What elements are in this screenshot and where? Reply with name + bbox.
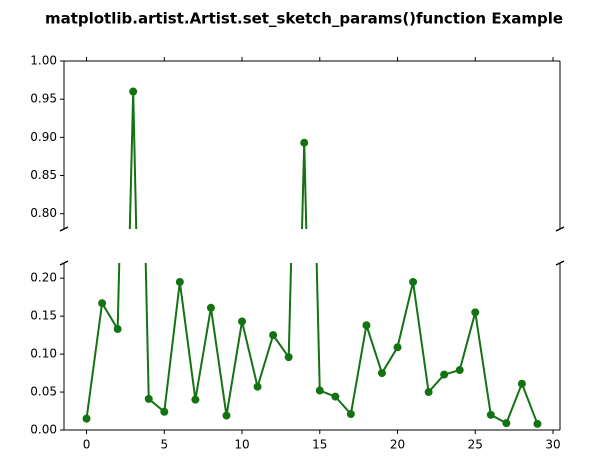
data-point xyxy=(82,414,91,423)
data-point xyxy=(440,370,449,379)
x-tick-label: 0 xyxy=(83,438,91,452)
x-tick-label: 15 xyxy=(312,438,327,452)
data-point xyxy=(315,386,324,395)
data-point xyxy=(486,410,495,419)
break-mark xyxy=(59,260,69,266)
data-point xyxy=(409,277,418,286)
y-tick-label: 0.05 xyxy=(30,385,57,399)
data-point xyxy=(377,369,386,378)
x-tick-label: 10 xyxy=(234,438,249,452)
y-tick-label: 1.00 xyxy=(30,54,57,68)
y-tick-label: 0.00 xyxy=(30,423,57,437)
break-mark xyxy=(555,226,565,232)
x-tick-label: 25 xyxy=(468,438,483,452)
y-tick-label: 0.20 xyxy=(30,271,57,285)
data-point xyxy=(222,411,231,420)
data-point xyxy=(269,331,278,340)
data-point xyxy=(238,317,247,326)
y-tick-label: 0.80 xyxy=(30,206,57,220)
data-point xyxy=(533,419,542,428)
y-tick-label: 0.10 xyxy=(30,347,57,361)
data-point xyxy=(144,394,153,403)
data-point xyxy=(191,395,200,404)
data-point xyxy=(98,299,107,308)
data-point xyxy=(160,407,169,416)
data-point xyxy=(471,308,480,317)
data-point xyxy=(455,366,464,375)
data-point xyxy=(175,277,184,286)
y-tick-label: 0.15 xyxy=(30,309,57,323)
data-point xyxy=(424,388,433,397)
break-mark xyxy=(555,260,565,266)
data-point xyxy=(113,325,122,334)
data-point xyxy=(331,392,340,401)
chart-title: matplotlib.artist.Artist.set_sketch_para… xyxy=(45,10,563,28)
data-point xyxy=(253,382,262,391)
data-point xyxy=(346,410,355,419)
y-tick-label: 0.95 xyxy=(30,92,57,106)
y-tick-label: 0.90 xyxy=(30,130,57,144)
y-tick-label: 0.85 xyxy=(30,168,57,182)
x-tick-label: 20 xyxy=(390,438,405,452)
data-line xyxy=(128,91,308,229)
data-point xyxy=(300,138,309,147)
break-mark xyxy=(59,226,69,232)
data-point xyxy=(206,303,215,312)
data-point xyxy=(502,419,511,428)
x-tick-label: 30 xyxy=(545,438,560,452)
data-point xyxy=(517,379,526,388)
x-tick-label: 5 xyxy=(160,438,168,452)
data-point xyxy=(129,87,138,96)
data-line xyxy=(85,263,539,425)
data-point xyxy=(284,353,293,362)
data-point xyxy=(362,321,371,330)
data-point xyxy=(393,343,402,352)
